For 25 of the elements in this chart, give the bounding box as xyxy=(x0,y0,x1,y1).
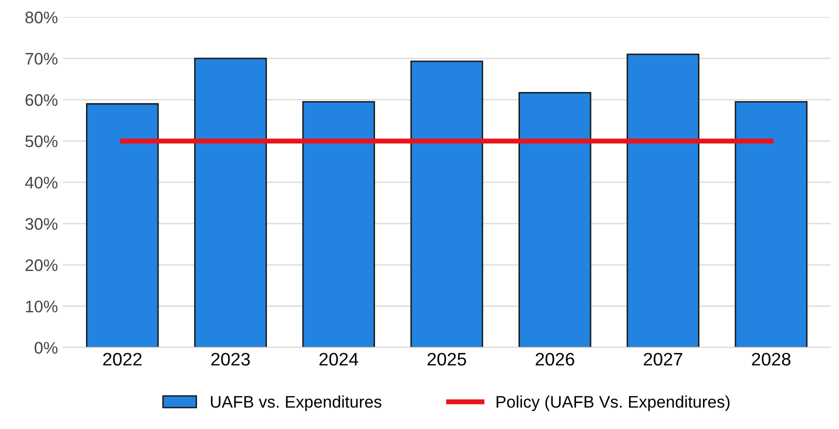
x-tick-label: 2024 xyxy=(319,352,358,366)
y-tick-label: 30% xyxy=(25,218,58,230)
bar xyxy=(302,101,376,348)
bar xyxy=(194,58,267,348)
bar xyxy=(626,54,700,348)
x-tick-label: 2023 xyxy=(211,352,250,366)
bar xyxy=(734,101,808,348)
legend-label: UAFB vs. Expenditures xyxy=(210,396,382,412)
y-tick-label: 80% xyxy=(25,12,58,24)
x-tick-label: 2027 xyxy=(644,352,682,366)
bar xyxy=(86,103,159,348)
x-tick-label: 2028 xyxy=(752,352,790,366)
x-tick-label: 2022 xyxy=(103,352,142,366)
y-tick-label: 20% xyxy=(26,259,58,272)
y-tick-label: 40% xyxy=(25,176,58,189)
bar xyxy=(410,60,484,348)
y-tick-label: 10% xyxy=(26,300,58,312)
legend-label: Policy (UAFB Vs. Expenditures) xyxy=(496,396,730,412)
bar xyxy=(518,92,592,348)
y-tick-label: 0% xyxy=(34,342,58,354)
y-tick-label: 50% xyxy=(25,135,58,148)
x-tick-label: 2025 xyxy=(428,352,466,366)
y-tick-label: 70% xyxy=(26,52,58,65)
y-tick-label: 60% xyxy=(26,94,58,106)
x-tick-label: 2026 xyxy=(536,352,574,366)
